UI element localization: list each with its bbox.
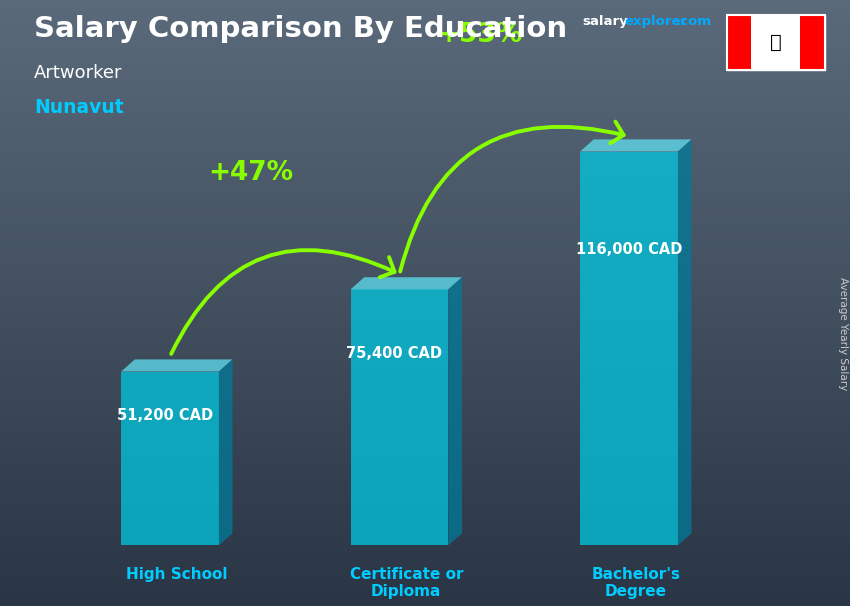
Text: .com: .com: [676, 15, 711, 28]
Polygon shape: [580, 139, 692, 152]
Polygon shape: [122, 371, 218, 545]
Text: 51,200 CAD: 51,200 CAD: [117, 407, 213, 422]
Text: Artworker: Artworker: [34, 64, 122, 82]
Text: 🍁: 🍁: [770, 33, 781, 52]
Text: explorer: explorer: [625, 15, 688, 28]
Text: 75,400 CAD: 75,400 CAD: [347, 346, 442, 361]
Text: Nunavut: Nunavut: [34, 98, 123, 117]
FancyArrowPatch shape: [171, 250, 394, 354]
Polygon shape: [580, 152, 677, 545]
Text: +53%: +53%: [438, 22, 523, 48]
Text: Certificate or
Diploma: Certificate or Diploma: [349, 567, 463, 599]
Polygon shape: [677, 139, 692, 545]
FancyBboxPatch shape: [800, 15, 824, 70]
Text: salary: salary: [582, 15, 628, 28]
FancyBboxPatch shape: [727, 15, 751, 70]
Text: Salary Comparison By Education: Salary Comparison By Education: [34, 15, 567, 43]
Polygon shape: [218, 359, 233, 545]
Polygon shape: [122, 359, 233, 371]
Text: +47%: +47%: [208, 161, 293, 186]
Polygon shape: [350, 289, 449, 545]
Text: 116,000 CAD: 116,000 CAD: [576, 242, 683, 258]
Polygon shape: [449, 277, 462, 545]
FancyBboxPatch shape: [727, 15, 824, 70]
Polygon shape: [350, 277, 462, 289]
Text: Bachelor's
Degree: Bachelor's Degree: [592, 567, 680, 599]
Text: Average Yearly Salary: Average Yearly Salary: [838, 277, 848, 390]
FancyArrowPatch shape: [400, 122, 624, 271]
Text: High School: High School: [126, 567, 228, 582]
